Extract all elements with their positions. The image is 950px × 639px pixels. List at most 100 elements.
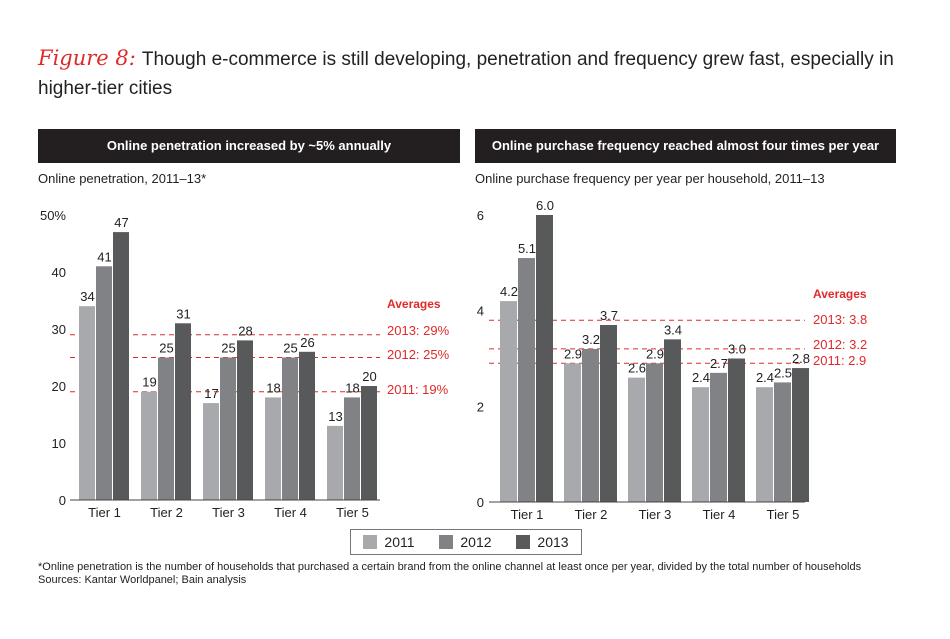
bar <box>79 306 95 500</box>
bar-value-label: 5.1 <box>518 241 536 256</box>
bar-value-label: 47 <box>114 215 128 230</box>
bar <box>141 391 157 500</box>
category-label: Tier 5 <box>336 505 369 520</box>
category-label: Tier 4 <box>274 505 307 520</box>
legend-label-2011: 2011 <box>384 534 415 550</box>
bar-value-label: 26 <box>300 335 314 350</box>
bar <box>282 357 298 500</box>
average-label: 2013: 29% <box>387 323 450 338</box>
figure-label: Figure 8: <box>38 46 136 70</box>
bar <box>344 397 360 500</box>
bar-value-label: 34 <box>80 289 94 304</box>
footnote-text: *Online penetration is the number of hou… <box>38 561 862 573</box>
bar-value-label: 19 <box>142 375 156 390</box>
bar-value-label: 3.4 <box>664 322 682 337</box>
figure-title-text: Though e-commerce is still developing, p… <box>38 49 894 99</box>
bar-value-label: 2.8 <box>792 351 810 366</box>
left-panel-header: Online penetration increased by ~5% annu… <box>38 129 460 163</box>
bar-value-label: 3.7 <box>600 308 618 323</box>
bar-value-label: 2.9 <box>564 346 582 361</box>
bar <box>774 382 791 502</box>
bar-value-label: 2.9 <box>646 346 664 361</box>
bar <box>500 301 517 502</box>
y-tick-label: 20 <box>52 379 66 394</box>
bar-value-label: 2.7 <box>710 356 728 371</box>
bar-value-label: 18 <box>266 380 280 395</box>
average-label: 2013: 3.8 <box>813 312 867 327</box>
y-tick-label: 6 <box>477 208 484 223</box>
left-panel-subtitle: Online penetration, 2011–13* <box>38 171 207 186</box>
bar-value-label: 2.4 <box>756 370 774 385</box>
y-tick-label: 2 <box>477 399 484 414</box>
bar-value-label: 2.6 <box>628 361 646 376</box>
averages-title: Averages <box>813 287 867 301</box>
bar <box>628 377 645 502</box>
legend-item-2012: 2012 <box>439 534 492 550</box>
y-tick-label: 0 <box>477 495 484 510</box>
bar-value-label: 4.2 <box>500 284 518 299</box>
bar <box>299 351 315 500</box>
bar <box>728 358 745 502</box>
chart-legend: 2011 2012 2013 <box>350 529 582 555</box>
average-label: 2011: 19% <box>387 382 449 397</box>
category-label: Tier 3 <box>212 505 245 520</box>
legend-swatch-2011 <box>363 535 378 549</box>
bar <box>327 425 343 500</box>
category-label: Tier 3 <box>639 507 672 522</box>
average-label: 2012: 3.2 <box>813 337 867 352</box>
category-label: Tier 2 <box>150 505 183 520</box>
bar <box>96 266 112 500</box>
bar-value-label: 41 <box>97 249 111 264</box>
bar <box>792 368 809 502</box>
bar <box>692 387 709 502</box>
bar <box>646 363 663 502</box>
y-tick-label: 10 <box>52 436 66 451</box>
bar-value-label: 6.0 <box>536 198 554 213</box>
bar <box>582 348 599 502</box>
category-label: Tier 4 <box>703 507 736 522</box>
y-tick-label: 0 <box>59 493 66 508</box>
sources-text: Sources: Kantar Worldpanel; Bain analysi… <box>38 574 247 586</box>
legend-swatch-2012 <box>439 535 454 549</box>
averages-title: Averages <box>387 297 441 311</box>
bar <box>237 340 253 500</box>
y-tick-label: 4 <box>477 304 484 319</box>
bar <box>518 258 535 502</box>
y-tick-label: 50% <box>40 208 66 223</box>
bar <box>113 232 129 500</box>
category-label: Tier 2 <box>575 507 608 522</box>
legend-label-2013: 2013 <box>537 534 569 550</box>
bar <box>536 215 553 502</box>
average-label: 2012: 25% <box>387 347 450 362</box>
bar <box>158 357 174 500</box>
bar-value-label: 25 <box>159 341 173 356</box>
y-tick-label: 40 <box>52 265 66 280</box>
bar-value-label: 25 <box>221 341 235 356</box>
bar-value-label: 20 <box>362 369 376 384</box>
legend-item-2011: 2011 <box>363 534 415 550</box>
bar <box>265 397 281 500</box>
penetration-chart: 0 10 20 30 40 50% 2013: 29% 2012: 25% 2011: 19% A… <box>40 208 450 520</box>
bar <box>203 403 219 500</box>
right-panel-subtitle: Online purchase frequency per year per h… <box>475 171 825 186</box>
bar-value-label: 17 <box>204 386 218 401</box>
bar-value-label: 2.5 <box>774 365 792 380</box>
bar <box>564 363 581 502</box>
bar <box>664 339 681 502</box>
footnote-block: *Online penetration is the number of hou… <box>38 561 861 587</box>
legend-item-2013: 2013 <box>516 534 569 550</box>
bar-value-label: 2.4 <box>692 370 710 385</box>
bar-value-label: 13 <box>328 409 342 424</box>
bar-value-label: 25 <box>283 341 297 356</box>
legend-label-2012: 2012 <box>460 534 492 550</box>
bar-value-label: 3.0 <box>728 342 746 357</box>
category-label: Tier 1 <box>511 507 544 522</box>
category-label: Tier 1 <box>88 505 121 520</box>
bar <box>175 323 191 500</box>
figure-title: Figure 8: Though e-commerce is still deve… <box>38 44 918 103</box>
bar-value-label: 31 <box>176 306 190 321</box>
bar-value-label: 3.2 <box>582 332 600 347</box>
legend-swatch-2013 <box>516 535 531 549</box>
bar <box>756 387 773 502</box>
